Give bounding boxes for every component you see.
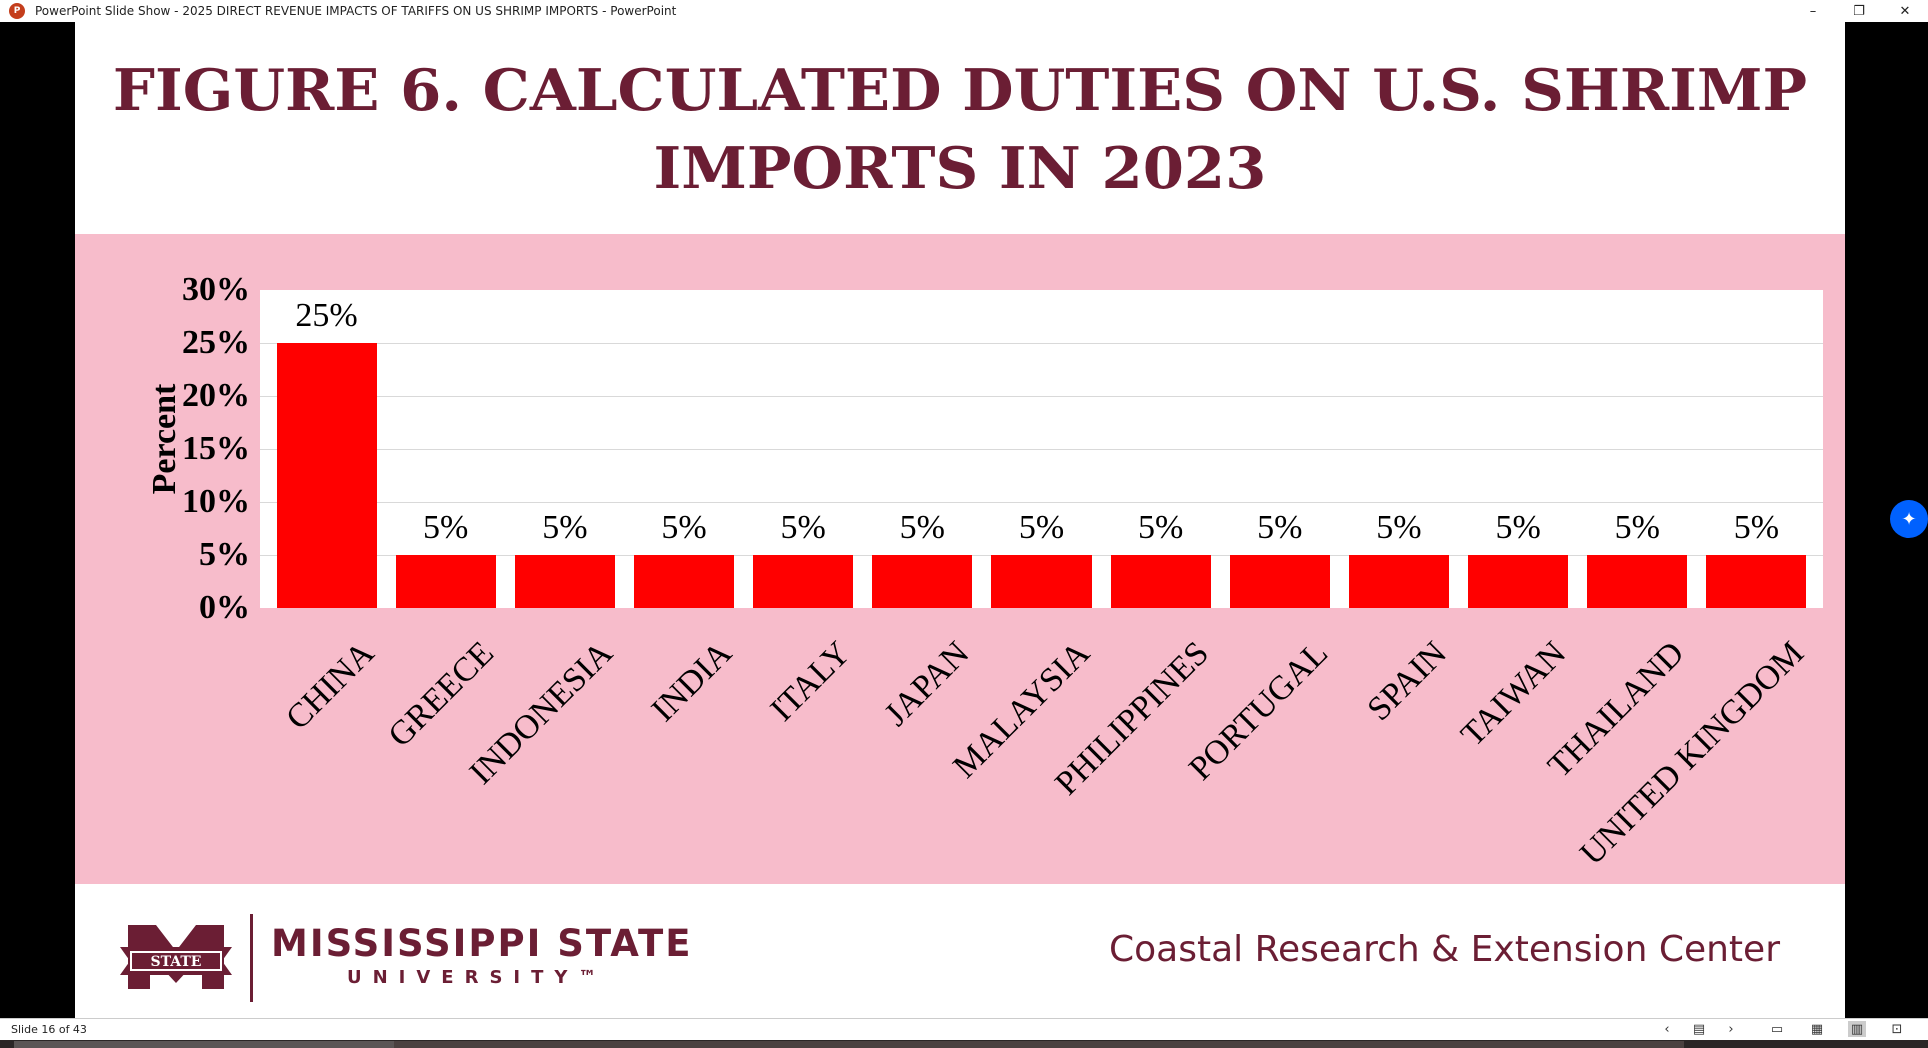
bar-philippines [1110,555,1211,608]
y-tick-label: 20% [182,377,250,414]
data-label: 5% [423,509,469,546]
msu-logo-icon: STATE [120,925,232,989]
slide-title: FIGURE 6. CALCULATED DUTIES ON U.S. SHRI… [75,52,1845,208]
bar-malaysia [991,555,1092,608]
slide-sorter-icon[interactable]: ▦ [1810,1021,1824,1037]
university-subtitle: UNIVERSITY™ [347,967,608,988]
y-tick-label: 15% [182,430,250,467]
bar-thailand [1587,555,1688,608]
reading-view-icon[interactable]: ▥ [1848,1021,1866,1037]
slide-counter: Slide 16 of 43 [11,1023,87,1036]
powerpoint-icon: P [9,3,25,19]
bar-spain [1348,555,1449,608]
y-tick-label: 5% [199,536,250,573]
close-button[interactable]: ✕ [1899,3,1911,19]
bar-united-kingdom [1706,555,1807,608]
restore-button[interactable]: ❐ [1853,3,1865,19]
next-slide-icon[interactable]: › [1728,1021,1734,1037]
slide-menu-icon[interactable]: ▤ [1692,1021,1706,1037]
y-tick-label: 10% [182,483,250,520]
slide-title-line2: IMPORTS IN 2023 [653,135,1267,202]
minimize-button[interactable]: – [1809,3,1817,19]
gridline [260,502,1823,503]
window-titlebar: P PowerPoint Slide Show - 2025 DIRECT RE… [0,0,1928,22]
bar-indonesia [514,555,615,608]
normal-view-icon[interactable]: ▭ [1770,1021,1784,1037]
bar-taiwan [1468,555,1569,608]
previous-slide-icon[interactable]: ‹ [1664,1021,1670,1037]
data-label: 25% [295,297,358,334]
taskbar-item[interactable] [394,1041,1684,1048]
bar-italy [753,555,854,608]
x-tick-label: JAPAN [878,634,977,734]
x-tick-label: ITALY [763,634,858,729]
gridline [260,343,1823,344]
x-tick-label: CHINA [278,634,381,737]
slide[interactable]: FIGURE 6. CALCULATED DUTIES ON U.S. SHRI… [75,22,1845,1018]
window-controls: – ❐ ✕ [1790,0,1928,22]
data-label: 5% [1137,509,1184,546]
logo-divider [250,914,253,1002]
slide-title-line1: FIGURE 6. CALCULATED DUTIES ON U.S. SHRI… [112,57,1808,124]
slideshow-view-icon[interactable]: ⊡ [1891,1021,1903,1037]
data-label: 5% [1018,509,1065,546]
data-label: 5% [1733,509,1780,546]
bar-china [276,343,377,608]
bar-portugal [1229,555,1330,608]
x-tick-label: INDIA [644,634,740,729]
data-label: 5% [661,509,707,546]
x-tick-label: GREECE [381,634,501,755]
chart-area: Percent 0% 5% 10% 15% 20% 25% 30% 25% 5% 5% 5% 5% 5… [75,234,1845,884]
slide-footer: STATE MISSISSIPPI STATE UNIVERSITY™ Coas… [75,884,1845,1018]
y-tick-label: 25% [182,324,250,361]
y-tick-label: 30% [182,271,250,308]
data-label: 5% [1495,509,1541,546]
center-name: Coastal Research & Extension Center [1108,929,1780,970]
data-label: 5% [899,509,945,546]
data-label: 5% [542,509,588,546]
bar-greece [395,555,496,608]
plot-area: 25% 5% 5% 5% 5% 5% 5% 5% 5% 5% 5% 5% 5% [260,290,1823,608]
university-name: MISSISSIPPI STATE [271,922,693,965]
dropbox-icon[interactable]: ✦ [1890,500,1928,538]
data-label: 5% [780,509,826,546]
data-label: 5% [1614,509,1660,546]
slideshow-statusbar: Slide 16 of 43 ‹ ▤ › ▭ ▦ ▥ ⊡ [0,1018,1928,1040]
window-title: PowerPoint Slide Show - 2025 DIRECT REVE… [35,4,677,18]
gridline [260,396,1823,397]
x-tick-label: UNITED KINGDOM [1573,634,1812,873]
taskbar-item[interactable] [14,1041,394,1048]
logo-text: STATE [151,954,202,970]
x-tick-label: SPAIN [1360,634,1454,729]
y-tick-label: 0% [199,589,250,626]
bar-india [633,555,735,608]
x-tick-label: TAIWAN [1454,634,1574,754]
gridline [260,449,1823,450]
data-label: 5% [1376,509,1422,546]
bar-japan [872,555,973,608]
data-label: 5% [1257,509,1303,546]
